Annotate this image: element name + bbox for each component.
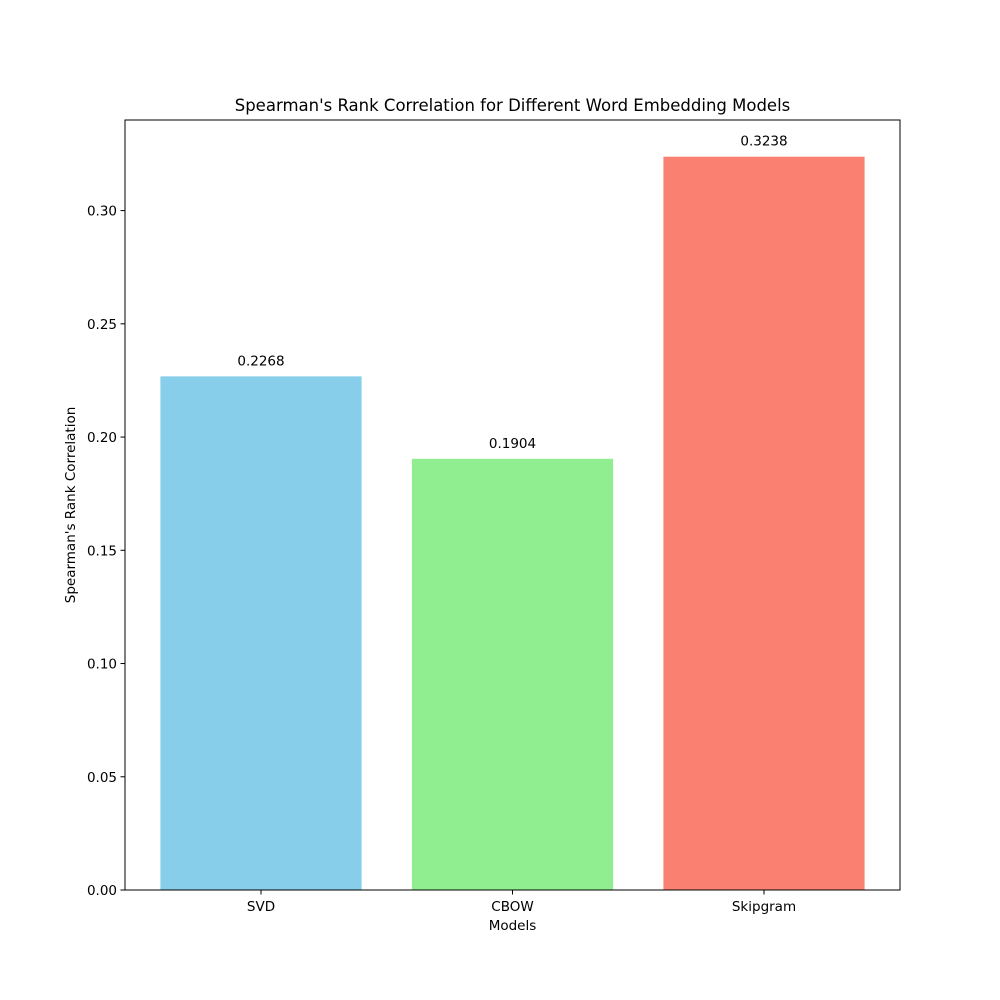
y-tick-label: 0.00 — [87, 883, 117, 899]
x-tick-label-cbow: CBOW — [491, 899, 533, 915]
chart-title: Spearman's Rank Correlation for Differen… — [235, 96, 791, 115]
value-label-cbow: 0.1904 — [489, 436, 536, 452]
y-tick-label: 0.10 — [87, 657, 117, 673]
plot-frame — [124, 119, 901, 891]
y-tick-label: 0.25 — [87, 317, 117, 333]
x-tick-label-svd: SVD — [247, 899, 275, 915]
y-tick-label: 0.15 — [87, 543, 117, 559]
x-axis: SVD CBOW Skipgram — [247, 890, 796, 915]
x-tick-label-skipgram: Skipgram — [732, 899, 796, 915]
bars-layer — [160, 156, 865, 890]
x-axis-label: Models — [489, 918, 537, 934]
y-tick-label: 0.30 — [87, 204, 117, 220]
value-label-skipgram: 0.3238 — [740, 134, 787, 150]
bar-cbow — [411, 458, 614, 890]
bar-skipgram — [663, 156, 865, 890]
y-axis-label: Spearman's Rank Correlation — [63, 407, 79, 604]
value-labels-layer: 0.2268 0.1904 0.3238 — [237, 134, 787, 452]
y-tick-label: 0.05 — [87, 770, 117, 786]
y-tick-label: 0.20 — [87, 430, 117, 446]
y-axis: 0.00 0.05 0.10 0.15 0.20 0.25 0.30 — [87, 204, 125, 899]
value-label-svd: 0.2268 — [237, 353, 284, 369]
bar-svd — [160, 376, 362, 890]
